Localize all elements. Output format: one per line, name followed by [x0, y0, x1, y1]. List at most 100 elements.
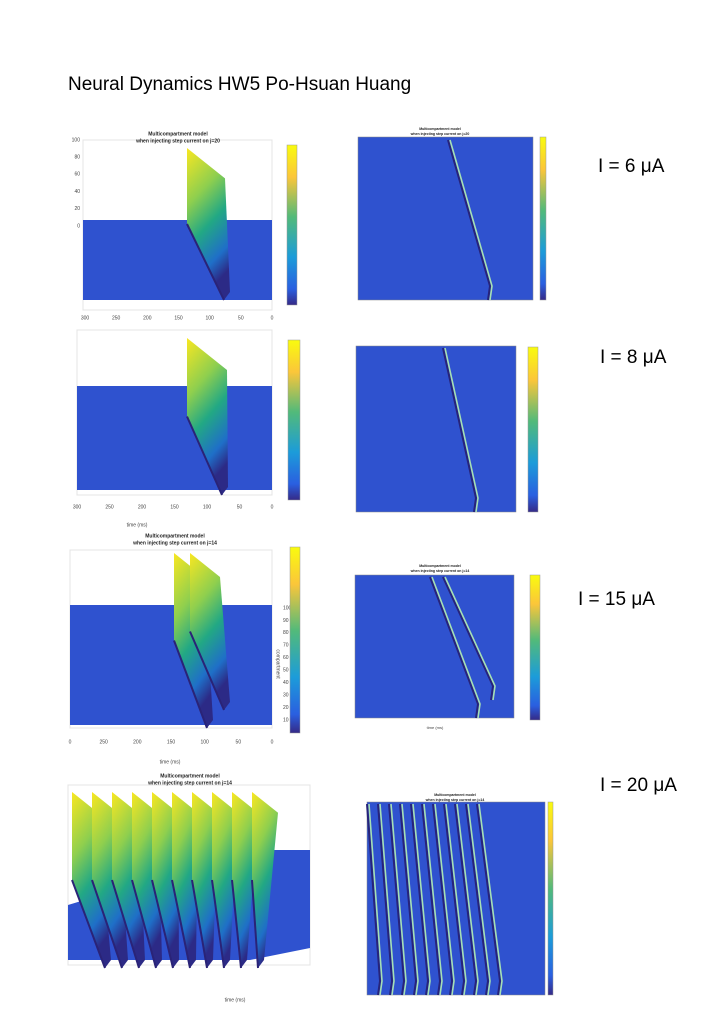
x-tick-label: 200: [138, 504, 147, 510]
y-tick-label: 20: [74, 206, 80, 212]
wave-ridge: [190, 553, 230, 710]
wave-ridge: [172, 792, 198, 968]
wave-shadow: [366, 803, 382, 996]
wave-edge: [151, 879, 174, 969]
z-tick-label: 60: [283, 655, 289, 661]
z-tick-label: 20: [283, 705, 289, 711]
current-label: I = 20 μA: [600, 775, 677, 796]
current-label: I = 8 μA: [600, 347, 667, 368]
wave-edge: [189, 631, 225, 711]
plot-title: Multicompartment model: [145, 533, 205, 539]
x-axis-label: time (ms): [127, 522, 148, 528]
plot-subtitle: when injecting step current on j=14: [147, 780, 232, 786]
wave-shadow: [442, 347, 478, 513]
x-tick-label: 200: [133, 739, 142, 745]
z-tick-label: 30: [283, 692, 289, 698]
x-tick-label: 250: [99, 739, 108, 745]
wave-front: [390, 803, 407, 996]
wave-ridge: [232, 792, 258, 968]
wave-front: [401, 803, 419, 996]
plot-title: Multicompartment model: [419, 127, 461, 131]
x-axis-label: time (ms): [427, 725, 444, 730]
colorbar: [289, 546, 301, 734]
wave-shadow: [442, 576, 495, 701]
z-tick-label: 50: [283, 668, 289, 674]
x-tick-label: 50: [237, 504, 243, 510]
surface-plane: [77, 386, 272, 490]
wave-front: [444, 347, 479, 513]
colorbar: [286, 144, 298, 306]
plot-title: Multicompartment model: [419, 564, 461, 568]
wave-front: [456, 803, 479, 996]
z-axis-label: compartment: [275, 649, 281, 679]
y-tick-label: 0: [77, 223, 80, 229]
wave-shadow: [377, 803, 394, 996]
wave-ridge: [187, 338, 228, 495]
current-label: I = 15 μA: [578, 589, 655, 610]
wave-front: [412, 803, 431, 996]
plot-title: Multicompartment model: [434, 793, 476, 797]
x-tick-label: 100: [205, 315, 214, 321]
wave-edge: [191, 879, 208, 969]
plot-subtitle: when injecting step current on j=14: [410, 569, 470, 573]
plot-subtitle: when injecting step current on j=14: [132, 540, 217, 546]
wave-shadow: [421, 803, 442, 996]
surface-plane: [70, 605, 272, 725]
doc-title: Neural Dynamics HW5 Po-Hsuan Huang: [68, 74, 411, 95]
wave-ridge: [187, 148, 230, 300]
x-tick-label: 150: [167, 739, 176, 745]
z-tick-label: 80: [283, 630, 289, 636]
z-tick-label: 100: [283, 605, 292, 611]
x-tick-label: 250: [112, 315, 121, 321]
plot-title: Multicompartment model: [160, 773, 220, 779]
wave-shadow: [476, 803, 502, 996]
x-tick-label: 0: [271, 504, 274, 510]
plot-subtitle: when injecting step current on j=20: [410, 132, 470, 136]
x-tick-label: 150: [170, 504, 179, 510]
wave-front: [423, 803, 443, 996]
z-tick-label: 40: [283, 680, 289, 686]
colorbar: [527, 346, 539, 513]
x-tick-label: 300: [81, 315, 90, 321]
wave-shadow: [447, 139, 492, 301]
heatmap: [357, 136, 534, 301]
wave-front: [467, 803, 491, 996]
plot-subtitle: when injecting step current on j=20: [135, 138, 220, 144]
colorbar: [539, 136, 547, 301]
wave-ridge: [192, 792, 218, 968]
plot-subtitle: when injecting step current on j=14: [425, 798, 485, 802]
wave-shadow: [443, 803, 466, 996]
wave-front: [434, 803, 455, 996]
x-tick-label: 200: [143, 315, 152, 321]
y-tick-label: 40: [74, 189, 80, 195]
colorbar: [529, 574, 541, 721]
wave-front: [478, 803, 503, 996]
wave-front: [444, 576, 496, 701]
plot-title: Multicompartment model: [148, 131, 208, 137]
wave-shadow: [410, 803, 430, 996]
wave-shadow: [388, 803, 406, 996]
wave-edge: [91, 879, 123, 969]
z-tick-label: 70: [283, 643, 289, 649]
wave-edge: [231, 879, 242, 969]
y-tick-label: 80: [74, 155, 80, 161]
colorbar: [287, 339, 301, 501]
wave-edge: [171, 879, 191, 969]
wave-ridge: [252, 792, 278, 968]
z-tick-label: 90: [283, 618, 289, 624]
wave-front: [449, 139, 493, 301]
x-tick-label: 100: [203, 504, 212, 510]
wave-shadow: [465, 803, 490, 996]
colorbar: [547, 801, 554, 996]
x-tick-label: 100: [200, 739, 209, 745]
wave-front: [379, 803, 395, 996]
x-tick-label: 50: [236, 739, 242, 745]
wave-shadow: [429, 576, 480, 719]
wave-ridge: [72, 792, 111, 968]
wave-front: [445, 803, 467, 996]
x-tick-label: 50: [238, 315, 244, 321]
x-tick-label: 250: [105, 504, 114, 510]
wave-front: [431, 576, 481, 719]
